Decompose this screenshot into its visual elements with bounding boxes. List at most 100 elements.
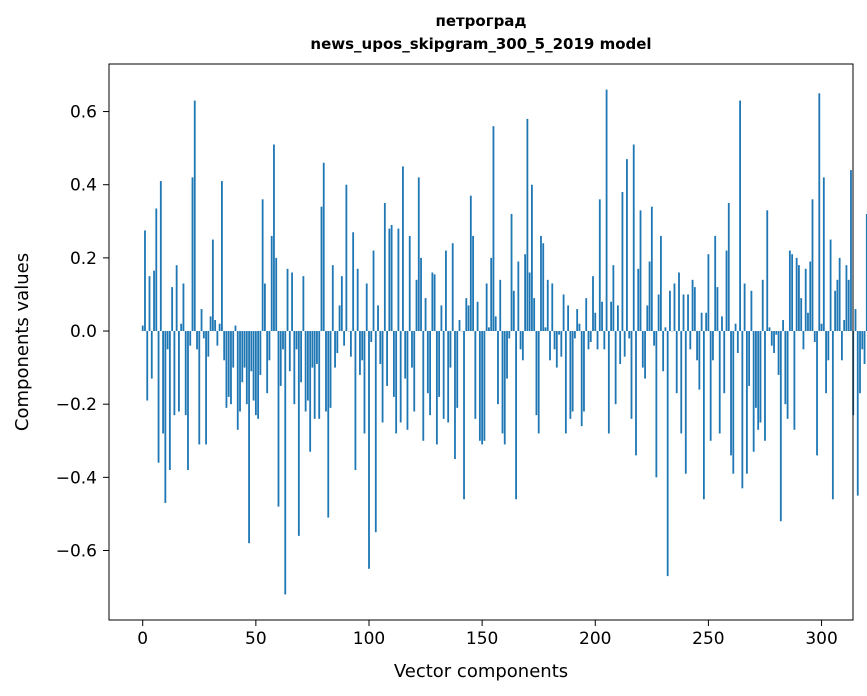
bar xyxy=(610,301,613,332)
bar xyxy=(773,331,775,353)
bar xyxy=(431,272,434,332)
bar xyxy=(528,272,531,332)
bar xyxy=(623,331,626,357)
bar xyxy=(745,331,748,474)
bar xyxy=(250,331,253,372)
bar xyxy=(732,331,735,474)
chart-title-line-2: news_upos_skipgram_300_5_2019 model xyxy=(310,35,652,53)
bar xyxy=(555,331,558,368)
bar xyxy=(381,331,384,423)
bar xyxy=(313,331,316,419)
bar xyxy=(286,268,289,332)
bar xyxy=(273,144,275,332)
bar xyxy=(659,235,662,332)
bar xyxy=(650,206,653,332)
bar xyxy=(653,331,656,346)
bar xyxy=(304,331,307,412)
bar xyxy=(553,331,556,350)
bar xyxy=(354,331,357,471)
bar xyxy=(542,243,545,332)
x-axis-label: Vector components xyxy=(394,661,568,682)
bar xyxy=(727,203,730,332)
bar xyxy=(415,279,418,332)
bar xyxy=(234,325,237,332)
bar xyxy=(822,177,825,332)
bar xyxy=(196,331,198,350)
y-axis-label: Components values xyxy=(12,253,33,431)
bar xyxy=(454,331,456,460)
bar xyxy=(834,290,837,332)
bar xyxy=(150,331,153,379)
bar xyxy=(320,206,323,332)
bar xyxy=(630,331,633,419)
y-axis: −0.6 −0.4 −0.2 0.0 0.2 0.4 0.6 xyxy=(56,103,109,562)
bar xyxy=(266,331,269,394)
bar xyxy=(230,331,232,405)
bar xyxy=(531,184,533,332)
y-tick-label: 0.2 xyxy=(70,249,97,269)
x-axis: 0 50 100 150 200 250 300 xyxy=(137,620,838,649)
bar xyxy=(859,331,861,394)
bar xyxy=(730,331,732,456)
bar xyxy=(388,228,391,332)
bar xyxy=(239,331,241,412)
bar xyxy=(329,331,332,408)
bar xyxy=(372,250,375,332)
bar xyxy=(838,257,841,332)
bar xyxy=(422,331,425,441)
bar xyxy=(404,331,407,379)
bar xyxy=(331,265,334,332)
bar-series xyxy=(141,89,867,595)
bar xyxy=(166,331,169,350)
bar xyxy=(288,331,291,372)
bar xyxy=(282,331,284,350)
bar xyxy=(503,331,506,445)
bar xyxy=(417,177,420,332)
bar xyxy=(433,274,436,332)
bar xyxy=(757,331,760,430)
bar xyxy=(827,331,830,361)
bar xyxy=(374,331,377,533)
bar xyxy=(349,331,352,357)
bar xyxy=(469,195,472,332)
bar xyxy=(795,257,798,332)
bar xyxy=(791,254,794,332)
bar xyxy=(399,331,402,423)
bar xyxy=(596,331,599,350)
bar xyxy=(458,320,461,332)
bar xyxy=(189,331,192,346)
bar xyxy=(646,305,649,332)
bar xyxy=(571,331,574,412)
bar xyxy=(340,276,343,332)
bar xyxy=(440,305,443,332)
bar xyxy=(187,331,189,471)
bar xyxy=(847,279,850,332)
bar xyxy=(766,210,769,332)
bar xyxy=(818,93,821,332)
bar xyxy=(173,331,176,416)
bar xyxy=(700,312,703,332)
bar xyxy=(524,254,527,332)
bar xyxy=(666,331,669,577)
bar xyxy=(721,316,723,332)
bar xyxy=(662,331,665,372)
bar xyxy=(309,331,312,452)
bar xyxy=(202,331,205,339)
bar xyxy=(816,331,818,456)
bar xyxy=(390,224,393,332)
y-tick-label: 0.0 xyxy=(70,322,97,342)
bar xyxy=(718,331,721,434)
bar xyxy=(560,331,563,357)
bar xyxy=(508,331,511,339)
bar xyxy=(605,89,608,332)
bar xyxy=(612,265,615,332)
bar xyxy=(576,309,579,332)
bar xyxy=(723,331,726,394)
bar xyxy=(211,239,214,332)
bar xyxy=(574,331,576,339)
bar xyxy=(750,290,753,332)
bar xyxy=(146,331,149,401)
bar xyxy=(515,331,517,500)
bar xyxy=(589,331,592,342)
bar xyxy=(155,208,158,332)
